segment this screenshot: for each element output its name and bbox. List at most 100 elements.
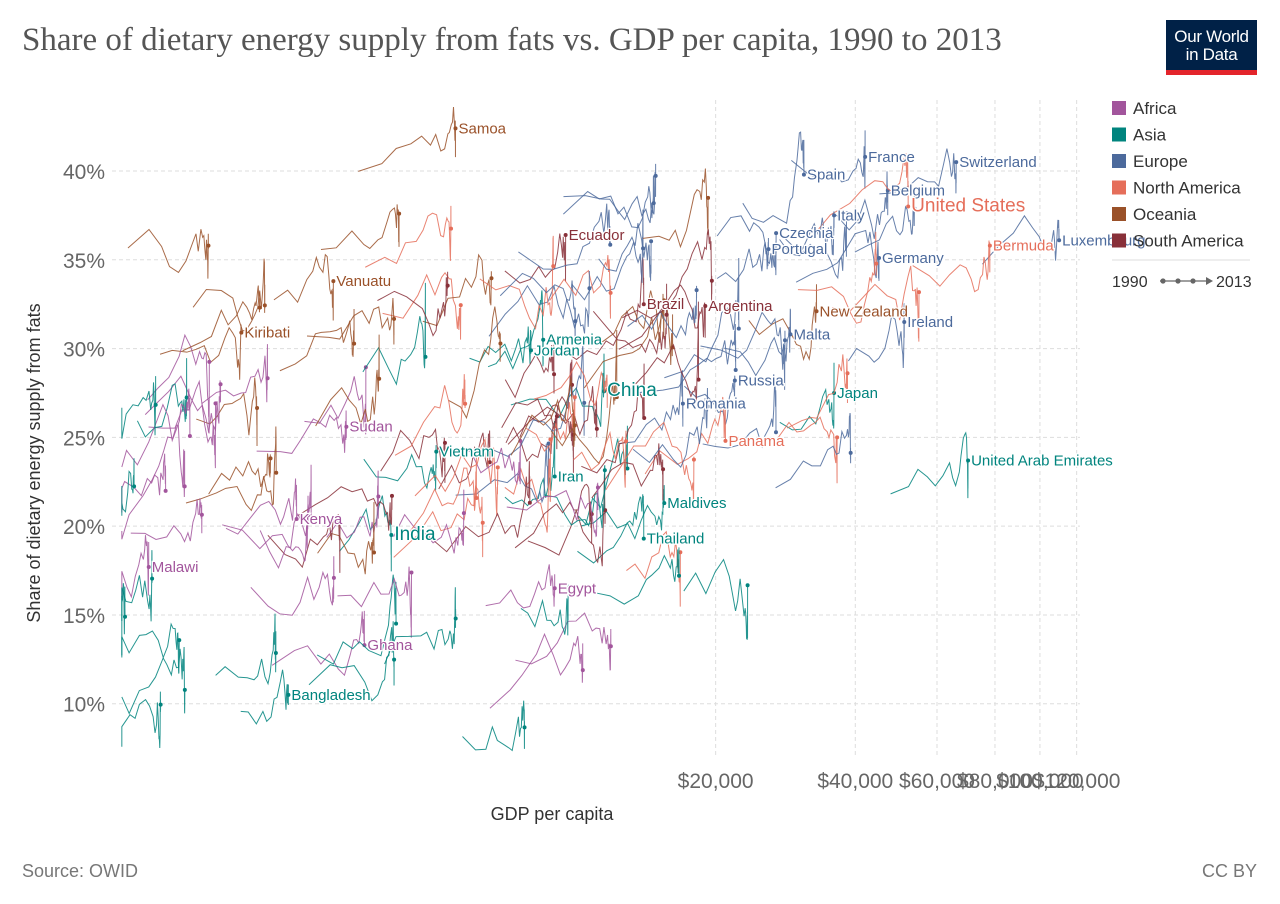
trajectory-end-brazil	[641, 302, 646, 307]
trajectory-end-background-63	[608, 290, 613, 295]
license-link[interactable]: CC BY	[1201, 861, 1257, 881]
logo-line-1: Our World	[1174, 27, 1249, 46]
trajectory-background-1	[683, 558, 749, 640]
timeline-dot	[1175, 278, 1181, 284]
trajectory-background-97	[462, 700, 526, 752]
trajectory-end-background-90	[595, 485, 600, 490]
trajectory-end-malta	[788, 332, 793, 337]
y-tick-label: 35%	[63, 250, 105, 273]
trajectory-end-background-12	[376, 494, 381, 499]
trajectory-background-73	[595, 547, 680, 605]
owid-logo[interactable]: Our World in Data	[1166, 20, 1257, 75]
trajectory-end-background-82	[445, 283, 450, 288]
trajectory-kenya	[225, 478, 298, 535]
y-tick-label: 15%	[63, 605, 105, 628]
label-united-states: United States	[911, 196, 1025, 217]
legend[interactable]: Africa Asia Europe North America Oceania Sout…	[1112, 99, 1252, 291]
trajectory-background-46	[581, 363, 645, 474]
label-argentina: Argentina	[708, 298, 773, 315]
trajectory-end-armenia	[541, 337, 546, 342]
trajectory-thailand	[577, 494, 645, 564]
legend-swatch-europe	[1112, 154, 1126, 168]
source-note: Source: OWID	[22, 861, 139, 881]
trajectory-end-background-13	[392, 657, 397, 662]
trajectory-end-bermuda	[987, 243, 992, 248]
trajectory-end-background-7	[423, 354, 428, 359]
trajectory-brazil	[563, 257, 645, 361]
trajectory-background-28	[438, 430, 491, 490]
trajectory-end-background-44	[651, 201, 656, 206]
trajectory-background-4	[505, 413, 558, 463]
label-india: India	[394, 524, 436, 545]
timeline-start-label: 1990	[1112, 274, 1148, 291]
label-maldives: Maldives	[667, 495, 726, 512]
trajectory-end-background-87	[605, 387, 610, 392]
trajectory-end-background-72	[580, 668, 585, 673]
trajectory-background-38	[664, 258, 740, 379]
trajectory-background-16	[527, 474, 606, 567]
trajectory-end-background-46	[642, 415, 647, 420]
trajectory-background-5	[422, 253, 492, 327]
trajectory-background-98	[632, 387, 709, 468]
trajectory-end-background-54	[409, 570, 414, 575]
trajectory-argentina	[618, 284, 706, 350]
trajectory-ecuador	[504, 233, 567, 284]
trajectory-background-15	[797, 231, 877, 324]
trajectory-background-24	[148, 379, 216, 469]
label-czechia: Czechia	[779, 225, 834, 242]
label-thailand: Thailand	[647, 531, 705, 548]
label-united-arab-emirates: United Arab Emirates	[971, 452, 1113, 469]
trajectory-end-background-96	[199, 512, 204, 517]
trajectory-end-background-66	[163, 488, 168, 493]
timeline-dot	[1190, 278, 1196, 284]
trajectory-background-79	[121, 550, 153, 622]
timeline-dot	[1160, 278, 1166, 284]
trajectory-end-background-84	[461, 511, 466, 516]
trajectory-end-ecuador	[563, 232, 568, 237]
x-tick-label: $100,000	[996, 770, 1084, 793]
trajectory-background-50	[854, 188, 915, 253]
trajectory-end-background-89	[206, 243, 211, 248]
trajectory-background-109	[121, 583, 126, 656]
trajectory-background-20	[571, 209, 644, 301]
trajectory-background-100	[622, 229, 713, 319]
trajectory-background-34	[380, 427, 446, 483]
trajectory-background-11	[208, 453, 272, 495]
trajectory-end-background-92	[649, 239, 654, 244]
label-ecuador: Ecuador	[569, 227, 625, 244]
trajectory-end-background-70	[527, 500, 532, 505]
trajectory-background-82	[377, 271, 449, 337]
trajectory-background-76	[629, 301, 700, 402]
trajectory-background-77	[182, 285, 261, 352]
trajectory-background-17	[196, 377, 258, 447]
trajectory-end-background-75	[572, 395, 577, 400]
trajectory-end-argentina	[703, 303, 708, 308]
legend-label-south-america: South America	[1133, 232, 1244, 251]
trajectory-end-background-69	[551, 264, 556, 269]
trajectory-end-background-64	[594, 426, 599, 431]
x-axis-title: GDP per capita	[491, 804, 615, 824]
trajectory-background-7	[362, 282, 426, 386]
trajectory-background-35	[642, 168, 709, 249]
trajectory-end-background-81	[691, 457, 696, 462]
trajectory-end-background-67	[566, 586, 571, 591]
trajectory-end-background-32	[582, 400, 587, 405]
trajectory-end-background-93	[463, 401, 468, 406]
label-bangladesh: Bangladesh	[291, 687, 370, 704]
trajectory-background-45	[773, 416, 838, 484]
trajectory-end-vanuatu	[331, 279, 336, 284]
trajectory-background-36	[147, 333, 210, 434]
trajectory-end-background-98	[705, 404, 710, 409]
trajectory-end-background-48	[331, 575, 336, 580]
trajectory-end-background-45	[835, 435, 840, 440]
trajectory-end-background-101	[377, 376, 382, 381]
trajectory-background-95	[192, 258, 266, 332]
trajectory-iran	[504, 420, 556, 507]
x-tick-label: $80,000	[957, 770, 1033, 793]
trajectory-end-background-5	[489, 276, 494, 281]
trajectory-end-background-58	[664, 312, 669, 317]
trajectory-end-background-49	[158, 702, 163, 707]
trajectory-end-background-40	[661, 467, 666, 472]
x-tick-label: $60,000	[899, 770, 975, 793]
trajectory-background-103	[215, 613, 277, 686]
